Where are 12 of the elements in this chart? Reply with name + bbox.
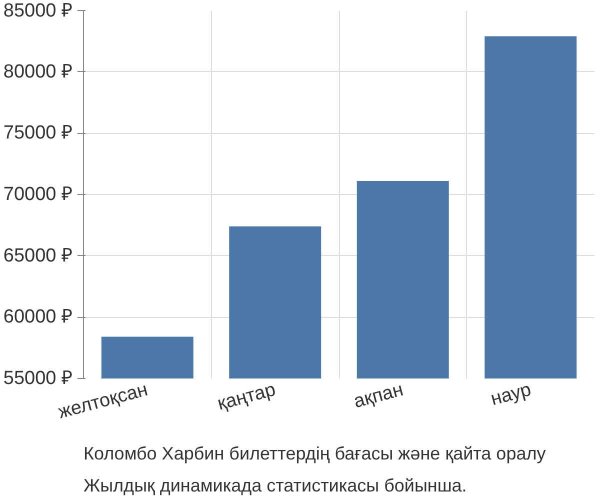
x-tick-label: қаңтар: [215, 379, 278, 415]
text: Жылдық динамикада статистикасы бойынша.: [84, 476, 467, 496]
text: Коломбо Харбин билеттердің бағасы және қайта оралу: [84, 444, 546, 464]
y-tick-label: 85000 ₽: [3, 0, 73, 22]
x-tick-label: ақпан: [352, 379, 406, 413]
y-tick-label: 65000 ₽: [3, 245, 73, 266]
y-tick-label: 80000 ₽: [3, 61, 73, 82]
y-tick-label: 60000 ₽: [3, 306, 73, 328]
y-tick-label: 70000 ₽: [3, 184, 73, 205]
y-tick-label: 75000 ₽: [3, 122, 73, 144]
y-tick-label: 55000 ₽: [3, 368, 73, 389]
x-tick-label: наур: [488, 379, 534, 410]
